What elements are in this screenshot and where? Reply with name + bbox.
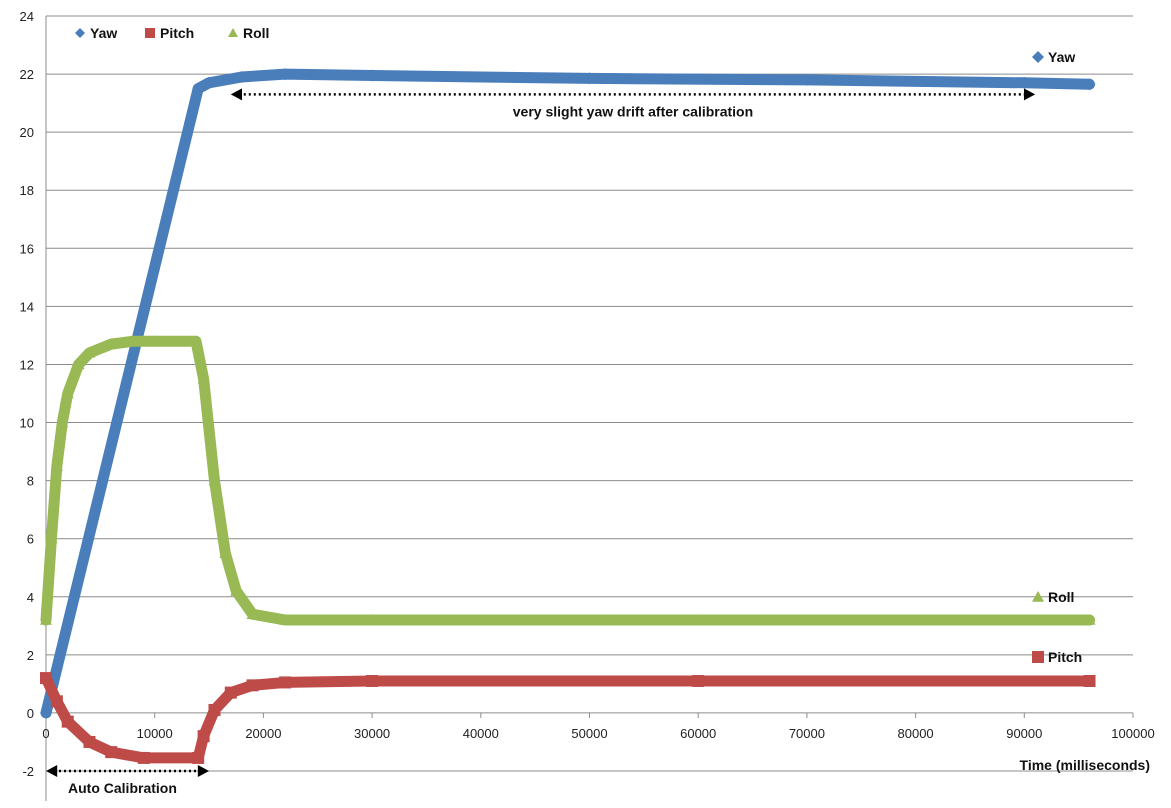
data-point-pitch [50, 695, 63, 708]
data-point-roll [40, 614, 52, 625]
data-point-roll [148, 335, 161, 347]
y-tick-label: 14 [20, 299, 34, 314]
data-point-pitch [192, 751, 205, 764]
data-point-roll [246, 608, 259, 619]
end-label: Pitch [1048, 649, 1082, 665]
y-tick-label: 2 [27, 648, 34, 663]
data-point-yaw [583, 72, 596, 85]
data-point-yaw [366, 69, 379, 82]
x-tick-label: 60000 [680, 726, 716, 741]
annotation-label: Auto Calibration [68, 780, 177, 796]
data-point-pitch [61, 715, 74, 728]
data-point-yaw [235, 70, 248, 83]
data-point-pitch [246, 679, 259, 692]
arrow-head-right [197, 765, 210, 777]
end-marker-yaw [1032, 51, 1044, 63]
annotations: very slight yaw drift after calibration A… [46, 88, 1036, 796]
legend-label: Yaw [90, 25, 117, 41]
data-point-pitch [692, 674, 705, 687]
arrow-head-right [1023, 88, 1036, 101]
series [40, 68, 1096, 764]
legend-marker-pitch [145, 28, 155, 38]
x-tick-label: 100000 [1111, 726, 1154, 741]
data-point-pitch [40, 672, 52, 685]
series-roll-line [40, 335, 1096, 626]
data-point-roll [126, 335, 139, 347]
data-point-yaw [40, 706, 52, 719]
x-tick-label: 90000 [1006, 726, 1042, 741]
data-point-yaw [192, 82, 205, 95]
y-tick-label: 10 [20, 416, 34, 431]
arrow-head-left [230, 88, 242, 101]
data-point-pitch [366, 674, 379, 687]
y-tick-label: 0 [27, 706, 34, 721]
legend-label: Pitch [160, 25, 194, 41]
data-point-roll [83, 346, 96, 358]
y-tick-label: 12 [20, 357, 34, 372]
data-point-pitch [208, 704, 221, 717]
x-tick-label: 50000 [571, 726, 607, 741]
x-axis-label: Time (milliseconds) [1020, 757, 1150, 773]
end-marker-roll [1032, 591, 1044, 602]
y-tick-label: -2 [22, 764, 34, 779]
data-point-roll [230, 584, 243, 596]
y-tick-label: 22 [20, 67, 34, 82]
x-tick-label: 10000 [137, 726, 173, 741]
data-point-roll [366, 614, 379, 625]
data-point-pitch [224, 686, 237, 699]
legend-marker-yaw [75, 28, 85, 38]
data-point-pitch [137, 751, 150, 764]
data-point-roll [190, 335, 203, 347]
series-pitch-line [40, 672, 1096, 764]
y-tick-label: 8 [27, 474, 34, 489]
end-label: Yaw [1048, 49, 1075, 65]
data-point-pitch [105, 746, 118, 759]
end-labels: Yaw Roll Pitch [1032, 49, 1082, 665]
data-point-pitch [197, 730, 210, 743]
arrow-head-left [46, 765, 58, 777]
data-point-pitch [83, 735, 96, 748]
data-point-roll [45, 532, 58, 544]
x-tick-label: 80000 [898, 726, 934, 741]
legend-label: Roll [243, 25, 269, 41]
data-point-yaw [800, 73, 813, 86]
data-point-roll [61, 387, 74, 399]
x-tick-label: 0 [42, 726, 49, 741]
legend-marker-roll [228, 28, 238, 37]
data-point-roll [279, 614, 292, 625]
legend: Yaw Pitch Roll [75, 25, 269, 41]
series-yaw-line [40, 68, 1096, 719]
data-point-yaw [1083, 78, 1096, 91]
data-point-roll [1083, 614, 1096, 625]
data-point-pitch [1083, 674, 1096, 687]
x-tick-label: 70000 [789, 726, 825, 741]
x-tick-label: 40000 [463, 726, 499, 741]
y-tick-label: 20 [20, 125, 34, 140]
x-tick-label: 30000 [354, 726, 390, 741]
data-point-roll [56, 416, 69, 428]
data-point-pitch [279, 676, 292, 689]
data-point-yaw [1018, 76, 1031, 89]
x-tick-label: 20000 [245, 726, 281, 741]
y-tick-label: 4 [27, 590, 34, 605]
data-point-yaw [279, 68, 292, 81]
data-point-roll [197, 372, 210, 384]
data-point-roll [692, 614, 705, 625]
annotation-label: very slight yaw drift after calibration [513, 103, 753, 119]
y-tick-label: 6 [27, 532, 34, 547]
end-label: Roll [1048, 589, 1074, 605]
data-point-yaw [203, 76, 216, 89]
y-tick-label: 18 [20, 183, 34, 198]
data-point-roll [219, 547, 232, 559]
data-point-roll [208, 474, 221, 486]
data-point-roll [105, 338, 118, 349]
y-tick-label: 24 [20, 9, 34, 24]
y-tick-label: 16 [20, 241, 34, 256]
data-point-roll [50, 460, 63, 471]
data-point-roll [72, 358, 85, 370]
end-marker-pitch [1032, 651, 1044, 663]
